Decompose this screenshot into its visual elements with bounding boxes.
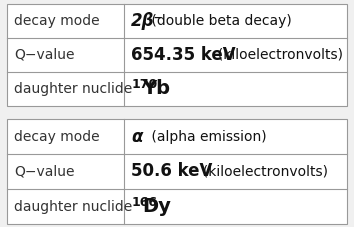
Text: decay mode: decay mode [14,14,99,28]
Text: 2β⁻: 2β⁻ [131,12,164,30]
Text: (kiloelectronvolts): (kiloelectronvolts) [194,165,328,178]
Text: 654.35 keV: 654.35 keV [131,46,236,64]
Text: daughter nuclide: daughter nuclide [14,82,132,96]
Text: Dy: Dy [142,197,171,216]
Text: decay mode: decay mode [14,129,99,143]
Text: (kiloelectronvolts): (kiloelectronvolts) [209,48,343,62]
Text: Q−value: Q−value [14,165,74,178]
Text: 170: 170 [131,78,158,91]
Text: Q−value: Q−value [14,48,74,62]
Text: 50.6 keV: 50.6 keV [131,163,213,180]
Text: (alpha emission): (alpha emission) [147,129,267,143]
Text: (double beta decay): (double beta decay) [147,14,292,28]
Bar [7,4,347,106]
Text: daughter nuclide: daughter nuclide [14,200,132,214]
Bar [7,119,347,224]
Text: 166: 166 [131,195,157,209]
Text: Yb: Yb [142,79,170,99]
Text: α: α [131,128,143,146]
